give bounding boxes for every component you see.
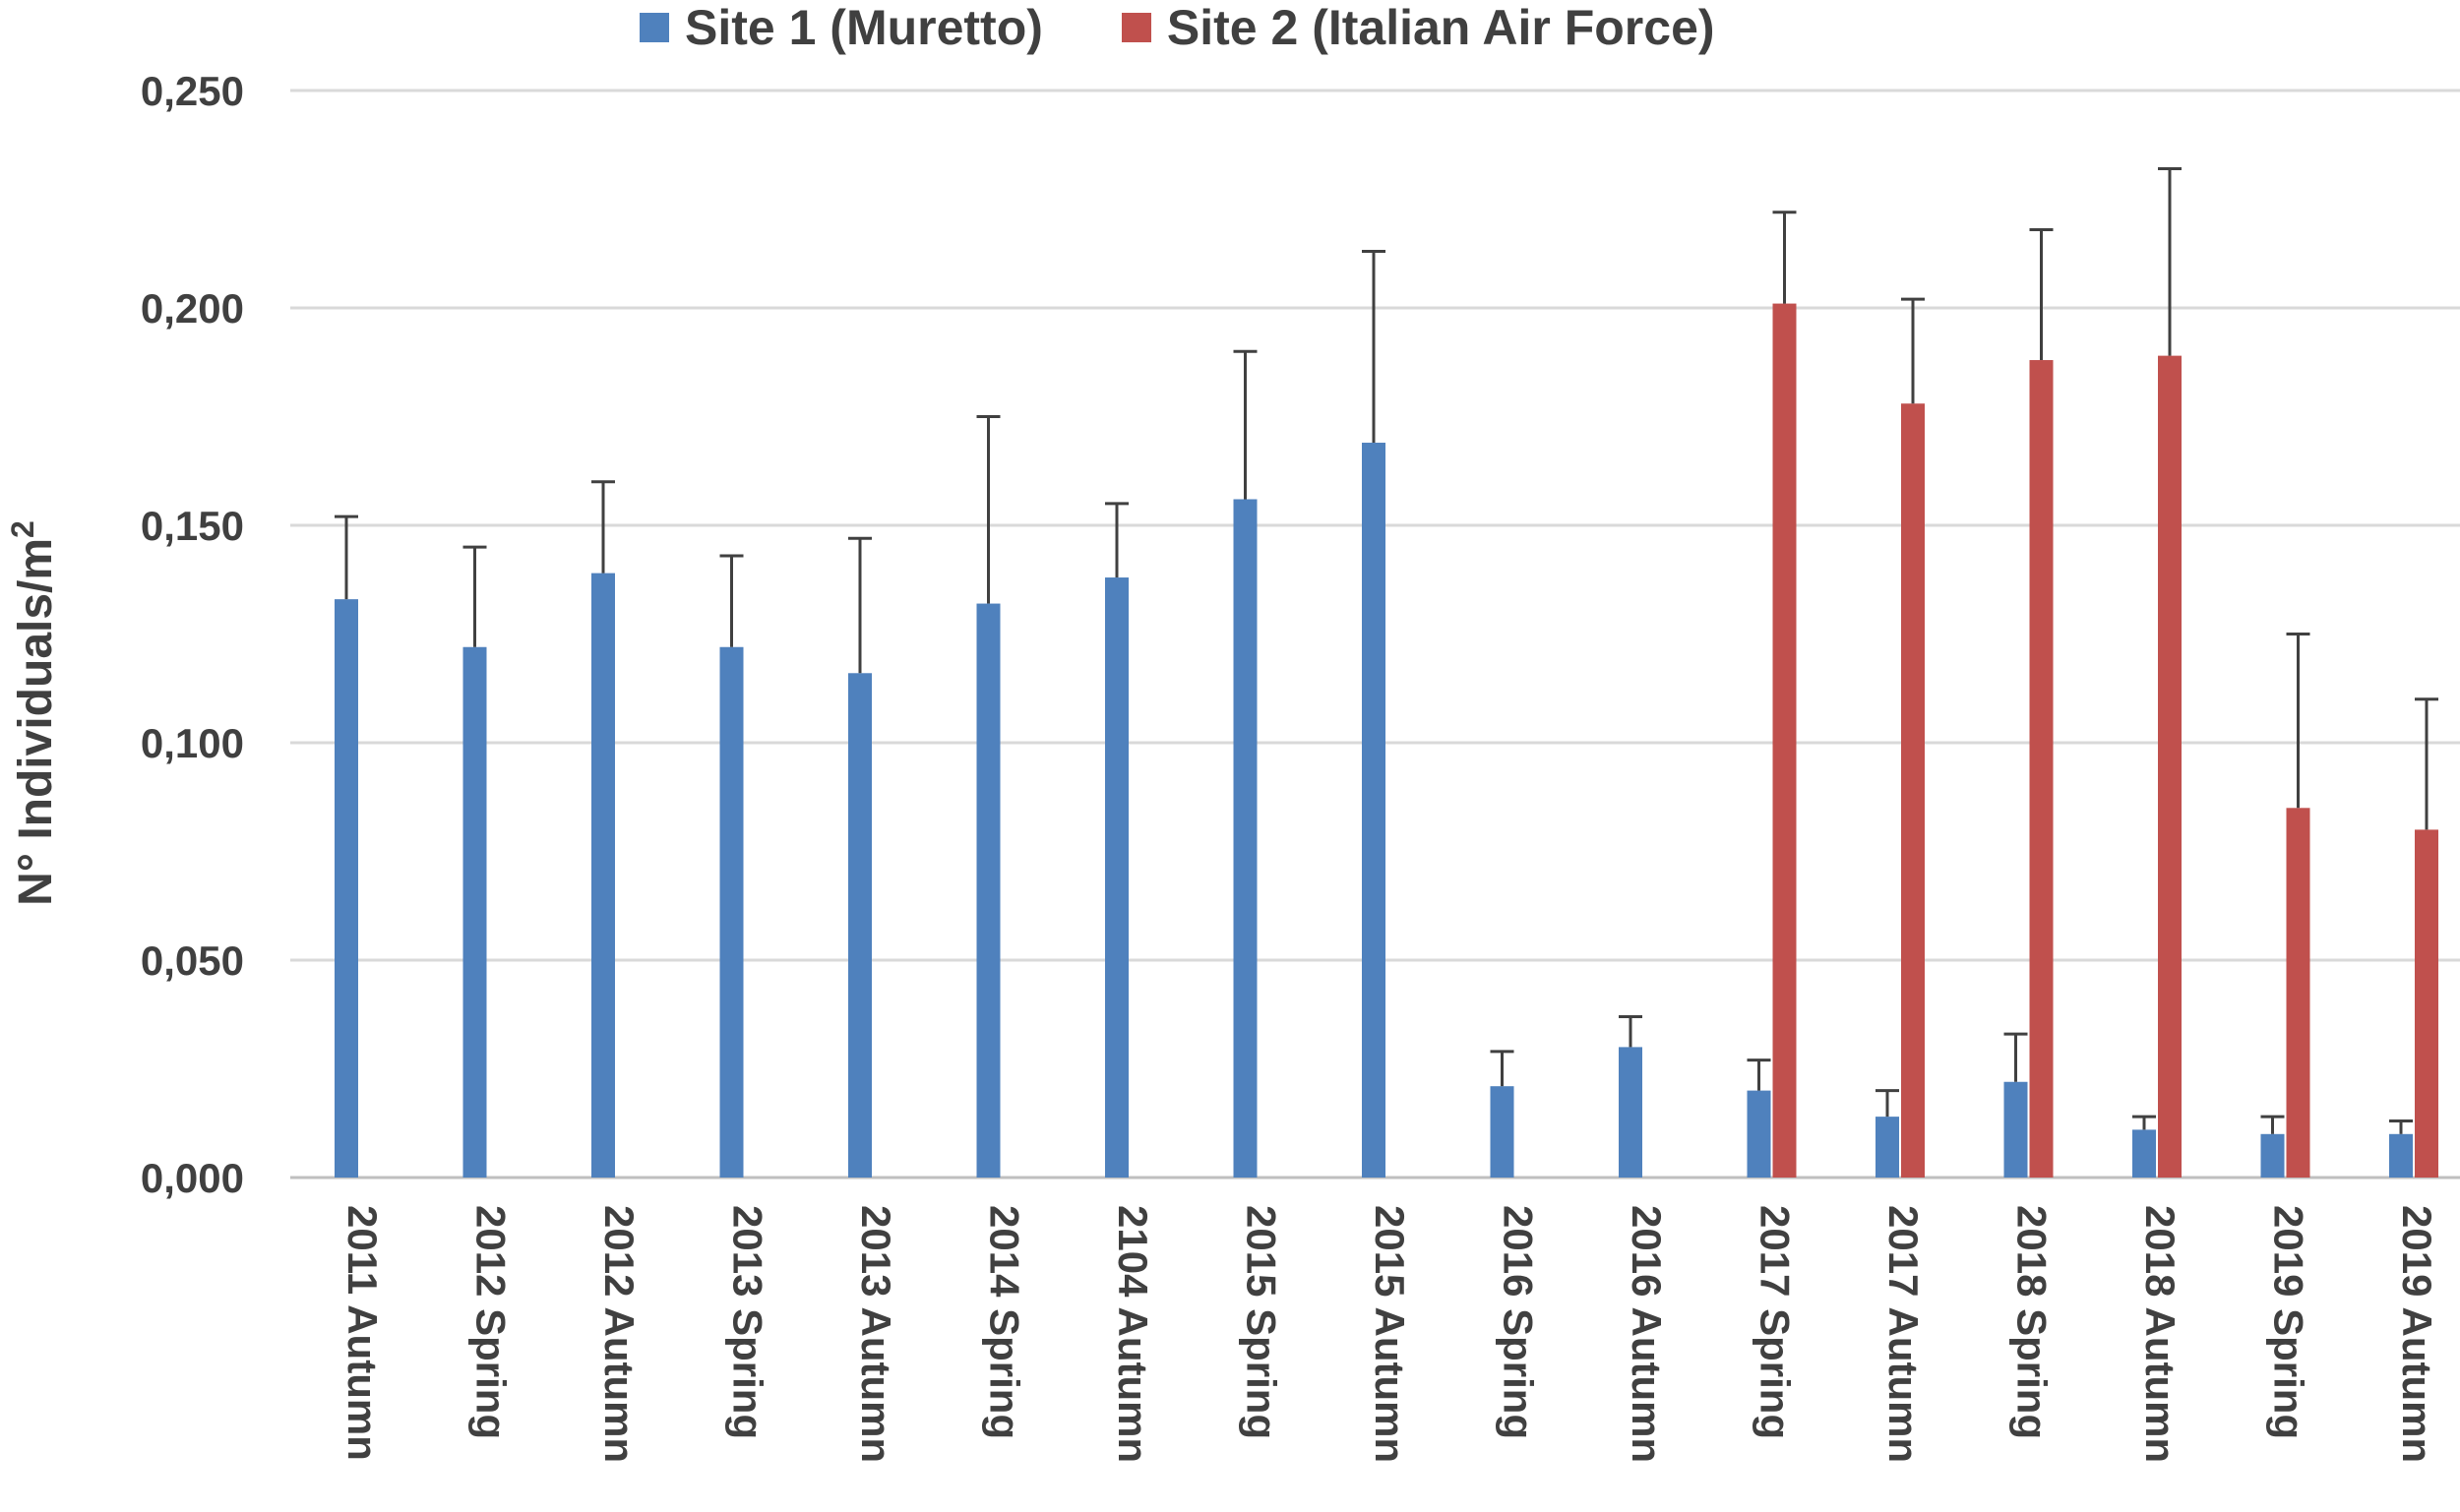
x-tick-label: 2019 Spring xyxy=(2265,1205,2311,1439)
x-tick-label: 2013 Autumn xyxy=(853,1205,899,1463)
y-tick-label: 0,150 xyxy=(141,503,244,549)
x-tick-label: 2012 Spring xyxy=(467,1205,514,1439)
legend-label-site-2: Site 2 (Italian Air Force) xyxy=(1166,0,1715,55)
x-tick-label: 2015 Spring xyxy=(1238,1205,1284,1439)
y-axis-label-text: N° Individuals/m xyxy=(10,538,62,906)
x-tick-label: 2017 Spring xyxy=(1752,1205,1798,1439)
x-tick-label: 2018 Autumn xyxy=(2137,1205,2183,1463)
bar-site-1 xyxy=(1619,1047,1642,1178)
x-tick-label: 2019 Autumn xyxy=(2394,1205,2440,1463)
bar-site-1 xyxy=(2260,1133,2285,1178)
bar-site-1 xyxy=(1490,1086,1514,1178)
x-tick-label: 2012 Autumn xyxy=(596,1205,643,1463)
bar-site-2 xyxy=(2029,360,2054,1178)
bar-site-2 xyxy=(2286,808,2310,1178)
y-tick-label: 0,250 xyxy=(141,68,244,114)
y-axis-label-superscript: 2 xyxy=(5,520,40,538)
y-tick-labels: 0,000 0,050 0,100 0,150 0,200 0,250 xyxy=(141,68,244,1201)
legend-item-site-1: Site 1 (Muretto) xyxy=(640,0,1043,56)
bar-site-1 xyxy=(719,646,744,1178)
x-tick-labels: 2011 Autumn 2012 Spring 2012 Autumn 2013 Sp… xyxy=(339,1205,2440,1463)
bar-site-2 xyxy=(1901,403,1925,1178)
bar-site-2 xyxy=(1772,303,1797,1179)
bars xyxy=(335,303,2438,1179)
y-tick-label: 0,200 xyxy=(141,285,244,332)
x-tick-label: 2018 Spring xyxy=(2008,1205,2055,1439)
bar-site-2 xyxy=(2158,355,2182,1178)
y-tick-label: 0,100 xyxy=(141,720,244,766)
x-tick-label: 2104 Autumn xyxy=(1110,1205,1156,1463)
x-tick-label: 2011 Autumn xyxy=(339,1205,386,1461)
bar-site-1 xyxy=(1362,443,1385,1178)
x-tick-label: 2013 Spring xyxy=(724,1205,770,1439)
bar-site-1 xyxy=(1233,499,1258,1179)
legend: Site 1 (Muretto) Site 2 (Italian Air For… xyxy=(640,0,1715,55)
bar-site-1 xyxy=(591,573,615,1178)
x-tick-label: 2014 Spring xyxy=(981,1205,1027,1439)
bar-site-1 xyxy=(2389,1133,2413,1178)
legend-item-site-2: Site 2 (Italian Air Force) xyxy=(1121,0,1715,56)
bar-site-1 xyxy=(1747,1090,1771,1178)
bar-site-1 xyxy=(848,673,872,1178)
x-tick-label: 2016 Spring xyxy=(1495,1205,1541,1439)
y-axis-label: N° Individuals/m2 xyxy=(5,520,62,906)
y-tick-label: 0,000 xyxy=(141,1155,244,1201)
bar-site-1 xyxy=(462,646,487,1178)
legend-label-site-1: Site 1 (Muretto) xyxy=(685,0,1043,55)
bar-site-1 xyxy=(2003,1081,2028,1178)
bar-site-1 xyxy=(976,603,1001,1178)
x-tick-label: 2017 Autumn xyxy=(1880,1205,1927,1463)
bar-site-1 xyxy=(1105,577,1129,1178)
x-tick-label: 2015 Autumn xyxy=(1367,1205,1413,1463)
bar-site-1 xyxy=(2132,1129,2156,1178)
error-bars xyxy=(335,167,2438,1134)
legend-swatch-site-1 xyxy=(640,13,669,42)
bar-site-2 xyxy=(2415,829,2438,1178)
y-tick-label: 0,050 xyxy=(141,937,244,984)
bar-site-1 xyxy=(335,599,358,1178)
legend-swatch-site-2 xyxy=(1121,13,1151,42)
x-tick-label: 2016 Autumn xyxy=(1624,1205,1670,1463)
bar-site-1 xyxy=(1876,1117,1899,1178)
